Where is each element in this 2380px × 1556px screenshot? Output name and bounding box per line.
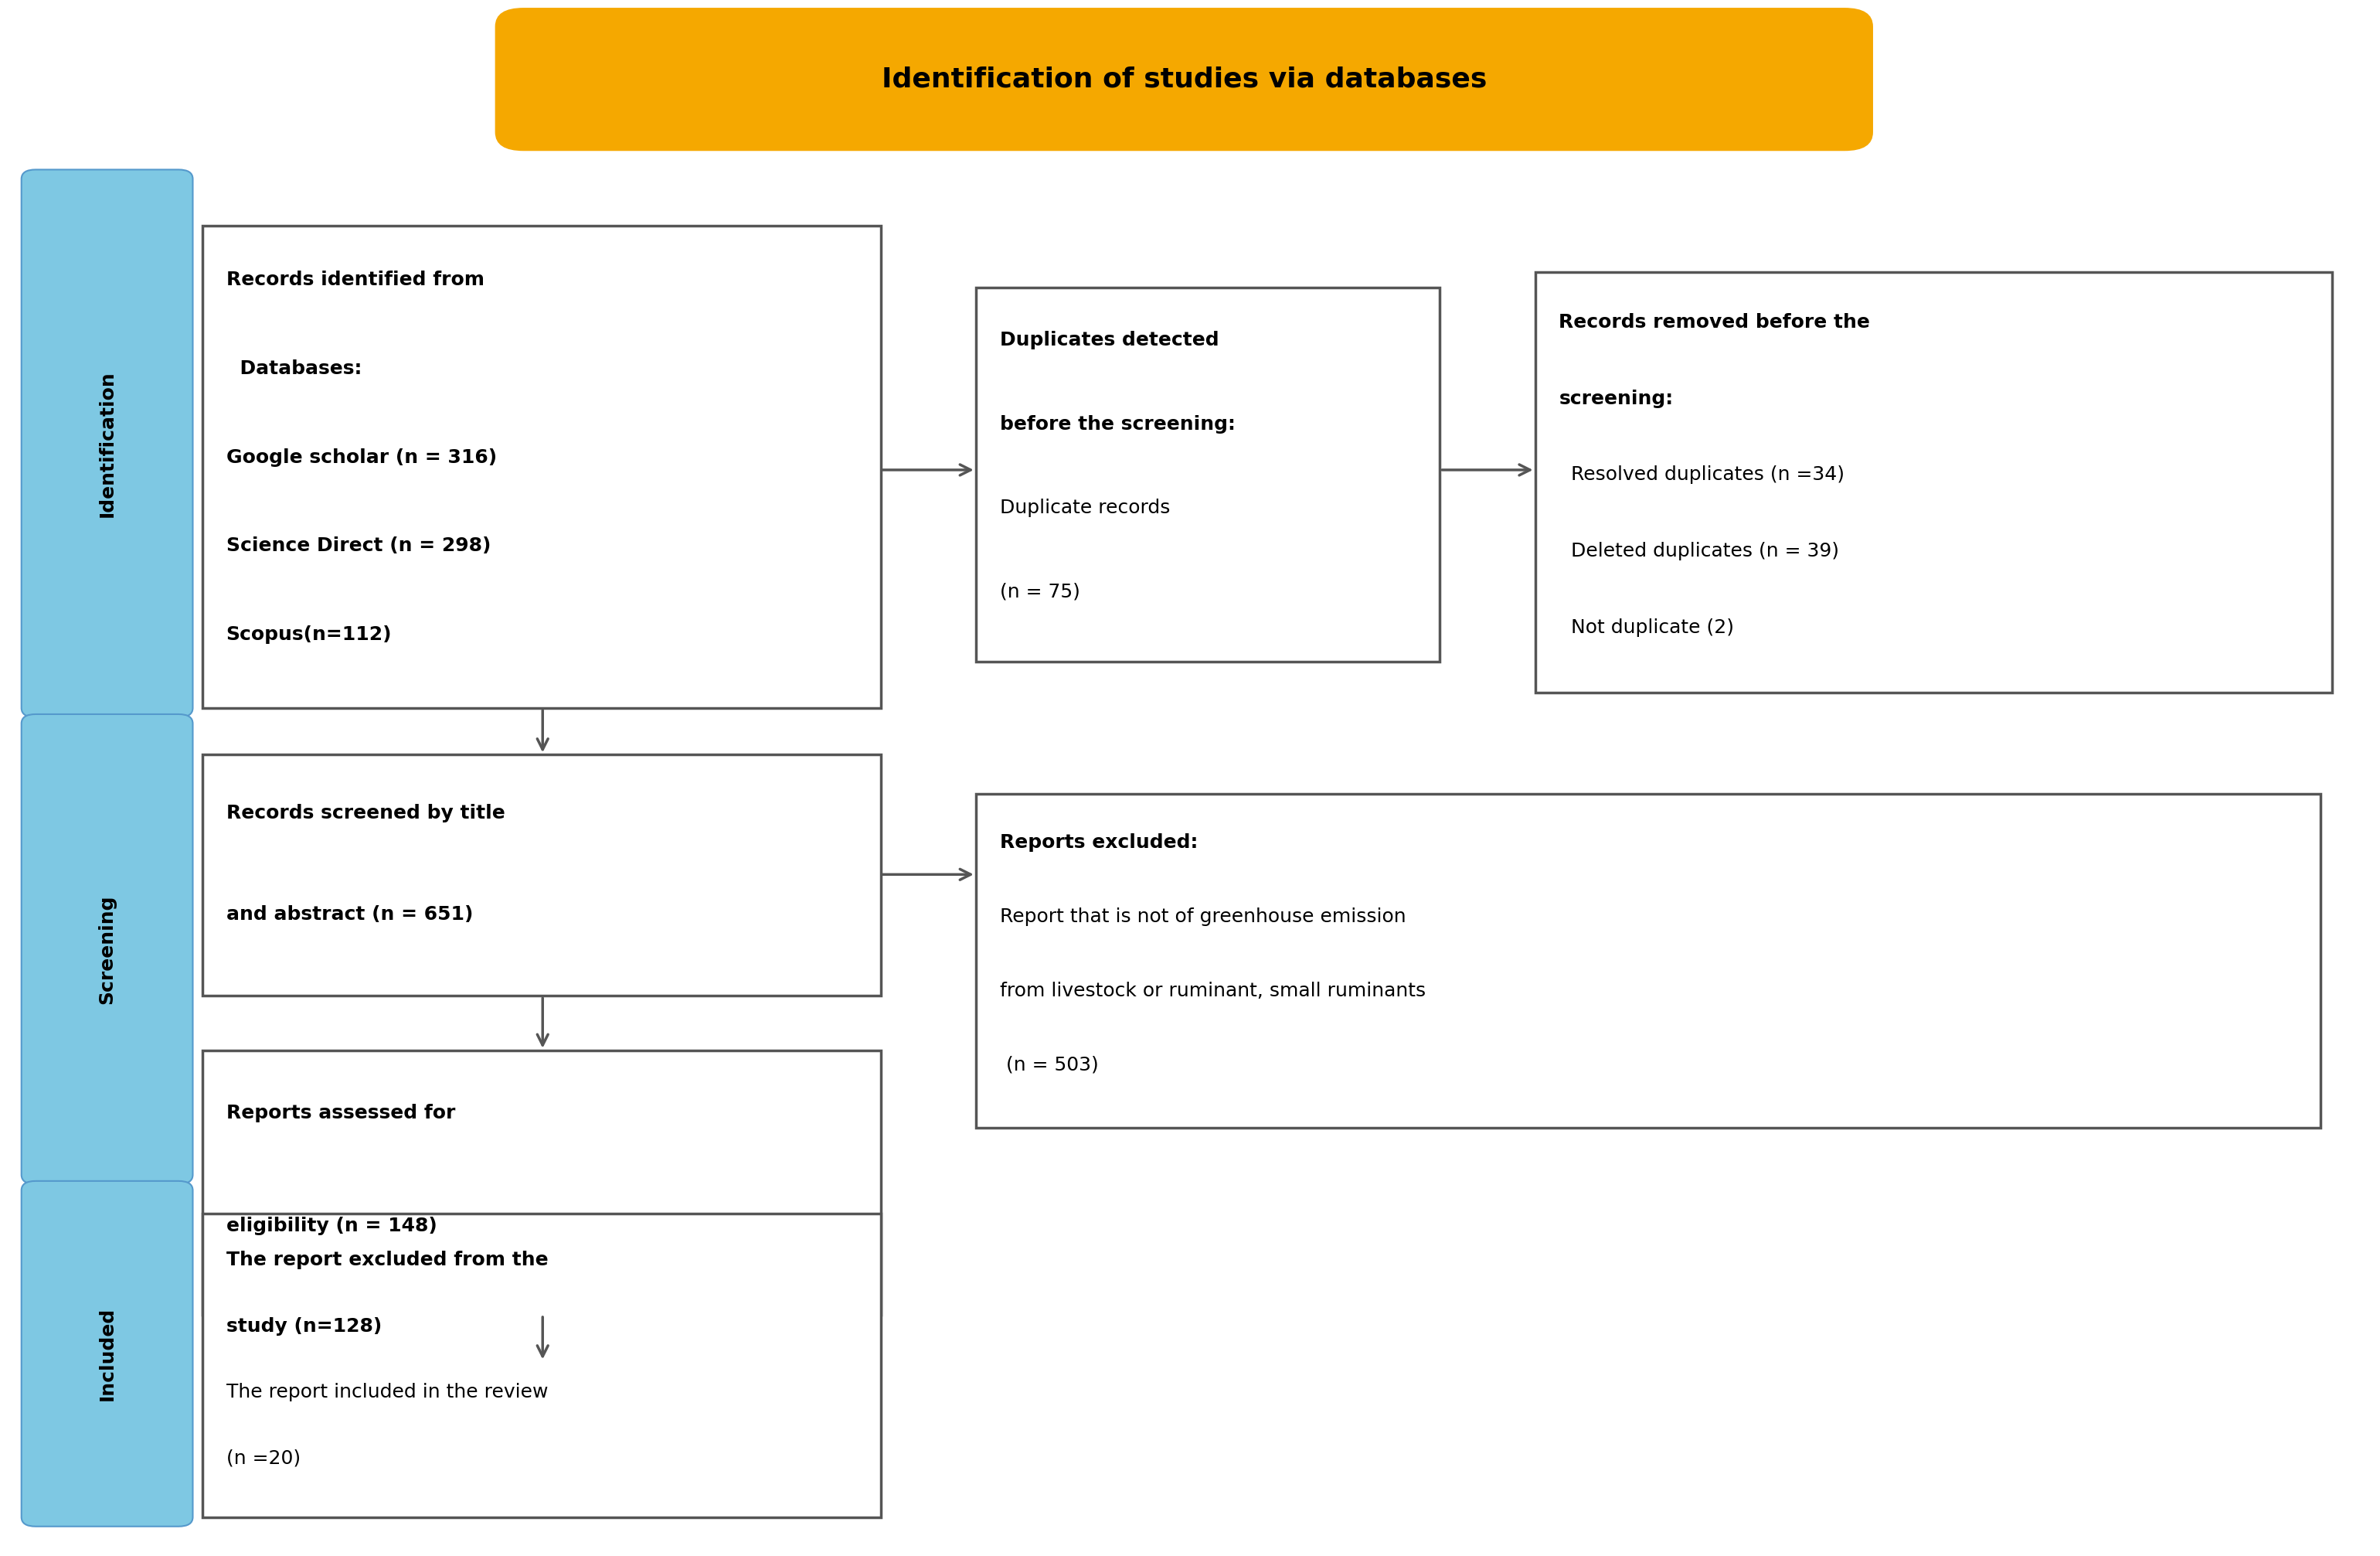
Text: Google scholar (n = 316): Google scholar (n = 316) [226, 448, 497, 467]
Text: study (n=128): study (n=128) [226, 1316, 381, 1335]
Text: (n = 75): (n = 75) [1000, 582, 1081, 601]
Text: Report that is not of greenhouse emission: Report that is not of greenhouse emissio… [1000, 907, 1407, 926]
Text: Included: Included [98, 1307, 117, 1400]
FancyBboxPatch shape [202, 755, 881, 996]
FancyBboxPatch shape [202, 1050, 881, 1315]
Text: (n =20): (n =20) [226, 1449, 300, 1467]
FancyBboxPatch shape [1535, 272, 2332, 692]
Text: Deleted duplicates (n = 39): Deleted duplicates (n = 39) [1559, 541, 1840, 560]
Text: from livestock or ruminant, small ruminants: from livestock or ruminant, small rumina… [1000, 982, 1426, 1001]
FancyBboxPatch shape [202, 226, 881, 708]
Text: before the screening:: before the screening: [1000, 415, 1235, 434]
FancyBboxPatch shape [21, 714, 193, 1184]
FancyBboxPatch shape [21, 1181, 193, 1526]
Text: Resolved duplicates (n =34): Resolved duplicates (n =34) [1559, 465, 1844, 484]
Text: screening:: screening: [1559, 389, 1673, 408]
Text: Science Direct (n = 298): Science Direct (n = 298) [226, 537, 490, 555]
Text: Duplicate records: Duplicate records [1000, 498, 1171, 517]
Text: Scopus(n=112): Scopus(n=112) [226, 626, 393, 644]
Text: (n = 503): (n = 503) [1000, 1055, 1097, 1074]
Text: The report included in the review: The report included in the review [226, 1383, 547, 1402]
FancyBboxPatch shape [21, 170, 193, 717]
Text: Databases:: Databases: [226, 359, 362, 378]
Text: Screening: Screening [98, 895, 117, 1004]
FancyBboxPatch shape [976, 794, 2320, 1128]
Text: Not duplicate (2): Not duplicate (2) [1559, 618, 1735, 636]
FancyBboxPatch shape [976, 288, 1440, 661]
Text: and abstract (n = 651): and abstract (n = 651) [226, 906, 474, 924]
FancyBboxPatch shape [495, 8, 1873, 151]
Text: Records removed before the: Records removed before the [1559, 313, 1871, 331]
Text: Reports assessed for: Reports assessed for [226, 1103, 455, 1122]
Text: eligibility (n = 148): eligibility (n = 148) [226, 1217, 438, 1235]
Text: Records identified from: Records identified from [226, 271, 483, 289]
Text: Records screened by title: Records screened by title [226, 804, 505, 823]
FancyBboxPatch shape [202, 1214, 881, 1517]
Text: Identification of studies via databases: Identification of studies via databases [881, 67, 1488, 92]
Text: The report excluded from the: The report excluded from the [226, 1251, 547, 1270]
Text: Identification: Identification [98, 370, 117, 517]
Text: Reports excluded:: Reports excluded: [1000, 834, 1197, 853]
Text: Duplicates detected: Duplicates detected [1000, 331, 1219, 350]
